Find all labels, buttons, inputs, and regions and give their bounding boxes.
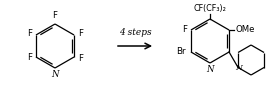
Text: N: N bbox=[51, 70, 59, 79]
Text: CF(CF₃)₂: CF(CF₃)₂ bbox=[193, 4, 226, 13]
Text: F: F bbox=[78, 29, 83, 38]
Text: F: F bbox=[27, 53, 32, 62]
Text: Br: Br bbox=[176, 48, 186, 57]
Text: F: F bbox=[27, 29, 32, 38]
Text: N: N bbox=[206, 65, 214, 74]
Text: F: F bbox=[78, 53, 83, 62]
Text: N: N bbox=[236, 63, 243, 72]
Text: 4 steps: 4 steps bbox=[119, 28, 151, 37]
Text: F: F bbox=[182, 24, 187, 34]
Text: F: F bbox=[52, 11, 57, 20]
Text: OMe: OMe bbox=[235, 26, 254, 34]
